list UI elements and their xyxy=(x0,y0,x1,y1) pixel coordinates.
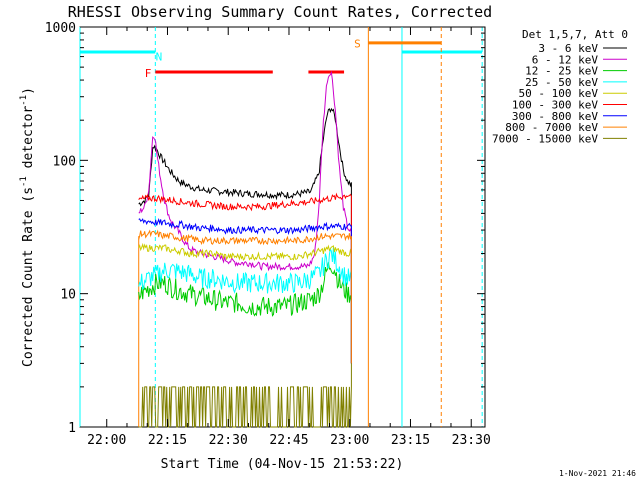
x-tick-label-0: 22:00 xyxy=(87,433,126,448)
legend-label-5: 100 - 300 keV xyxy=(512,99,598,112)
series-line-5 xyxy=(138,192,352,364)
footer-timestamp: 1-Nov-2021 21:46 xyxy=(559,469,636,478)
series-line-6 xyxy=(138,218,352,364)
y-axis-label-base: Corrected Count Rate (s xyxy=(21,187,36,367)
chart-title: RHESSI Observing Summary Count Rates, Co… xyxy=(68,3,492,21)
legend-label-8: 7000 - 15000 keV xyxy=(492,132,598,145)
y-tick-label-3: 1000 xyxy=(45,21,76,36)
axis-ticks: 22:00 22:15 22:30 22:45 23:00 23:15 23:30 1 10 10… xyxy=(45,21,491,448)
x-axis-label: Start Time (04-Nov-15 21:53:22) xyxy=(161,457,404,472)
y-axis-label-mid: detector xyxy=(21,106,36,177)
series-line-3 xyxy=(138,247,352,364)
legend-label-4: 50 - 100 keV xyxy=(519,87,599,100)
x-tick-label-4: 23:00 xyxy=(330,433,369,448)
y-tick-label-0: 1 xyxy=(68,421,76,436)
x-tick-label-6: 23:30 xyxy=(452,433,491,448)
legend-label-6: 300 - 800 keV xyxy=(512,110,598,123)
legend-label-2: 12 - 25 keV xyxy=(525,65,598,78)
legend-label-1: 6 - 12 keV xyxy=(532,53,599,66)
series-line-7 xyxy=(138,229,352,364)
x-tick-label-5: 23:15 xyxy=(391,433,430,448)
series-line-1 xyxy=(138,70,352,364)
annotation-n: N xyxy=(156,51,163,64)
series-line-4 xyxy=(138,242,352,364)
interval-bands xyxy=(79,27,483,427)
svg-text:Corrected Count Rate (s-1 dete: Corrected Count Rate (s-1 detector-1) xyxy=(19,87,36,367)
series-line-2 xyxy=(138,262,352,364)
y-tick-label-1: 10 xyxy=(60,288,76,303)
legend-header: Det 1,5,7, Att 0 xyxy=(522,28,628,41)
legend-label-7: 800 - 7000 keV xyxy=(505,121,598,134)
y-axis-label-exp-1: -1 xyxy=(19,176,29,187)
legend-label-3: 25 - 50 keV xyxy=(525,76,598,89)
series-layer xyxy=(138,70,352,428)
annotation-f: F xyxy=(145,67,152,80)
legend-label-0: 3 - 6 keV xyxy=(538,42,598,55)
x-tick-label-2: 22:30 xyxy=(209,433,248,448)
annotation-s: S xyxy=(354,38,361,51)
series-line-0 xyxy=(138,107,352,364)
x-tick-label-3: 22:45 xyxy=(269,433,308,448)
x-tick-label-1: 22:15 xyxy=(148,433,187,448)
series-line-8 xyxy=(138,363,352,428)
annotations: NF S xyxy=(145,38,361,81)
y-axis-label: Corrected Count Rate (s-1 detector-1) xyxy=(19,87,36,367)
y-tick-label-2: 100 xyxy=(53,154,76,169)
plot-area xyxy=(79,26,486,428)
y-axis-label-exp-2: -1 xyxy=(19,95,29,106)
y-axis-label-end: ) xyxy=(21,87,36,95)
